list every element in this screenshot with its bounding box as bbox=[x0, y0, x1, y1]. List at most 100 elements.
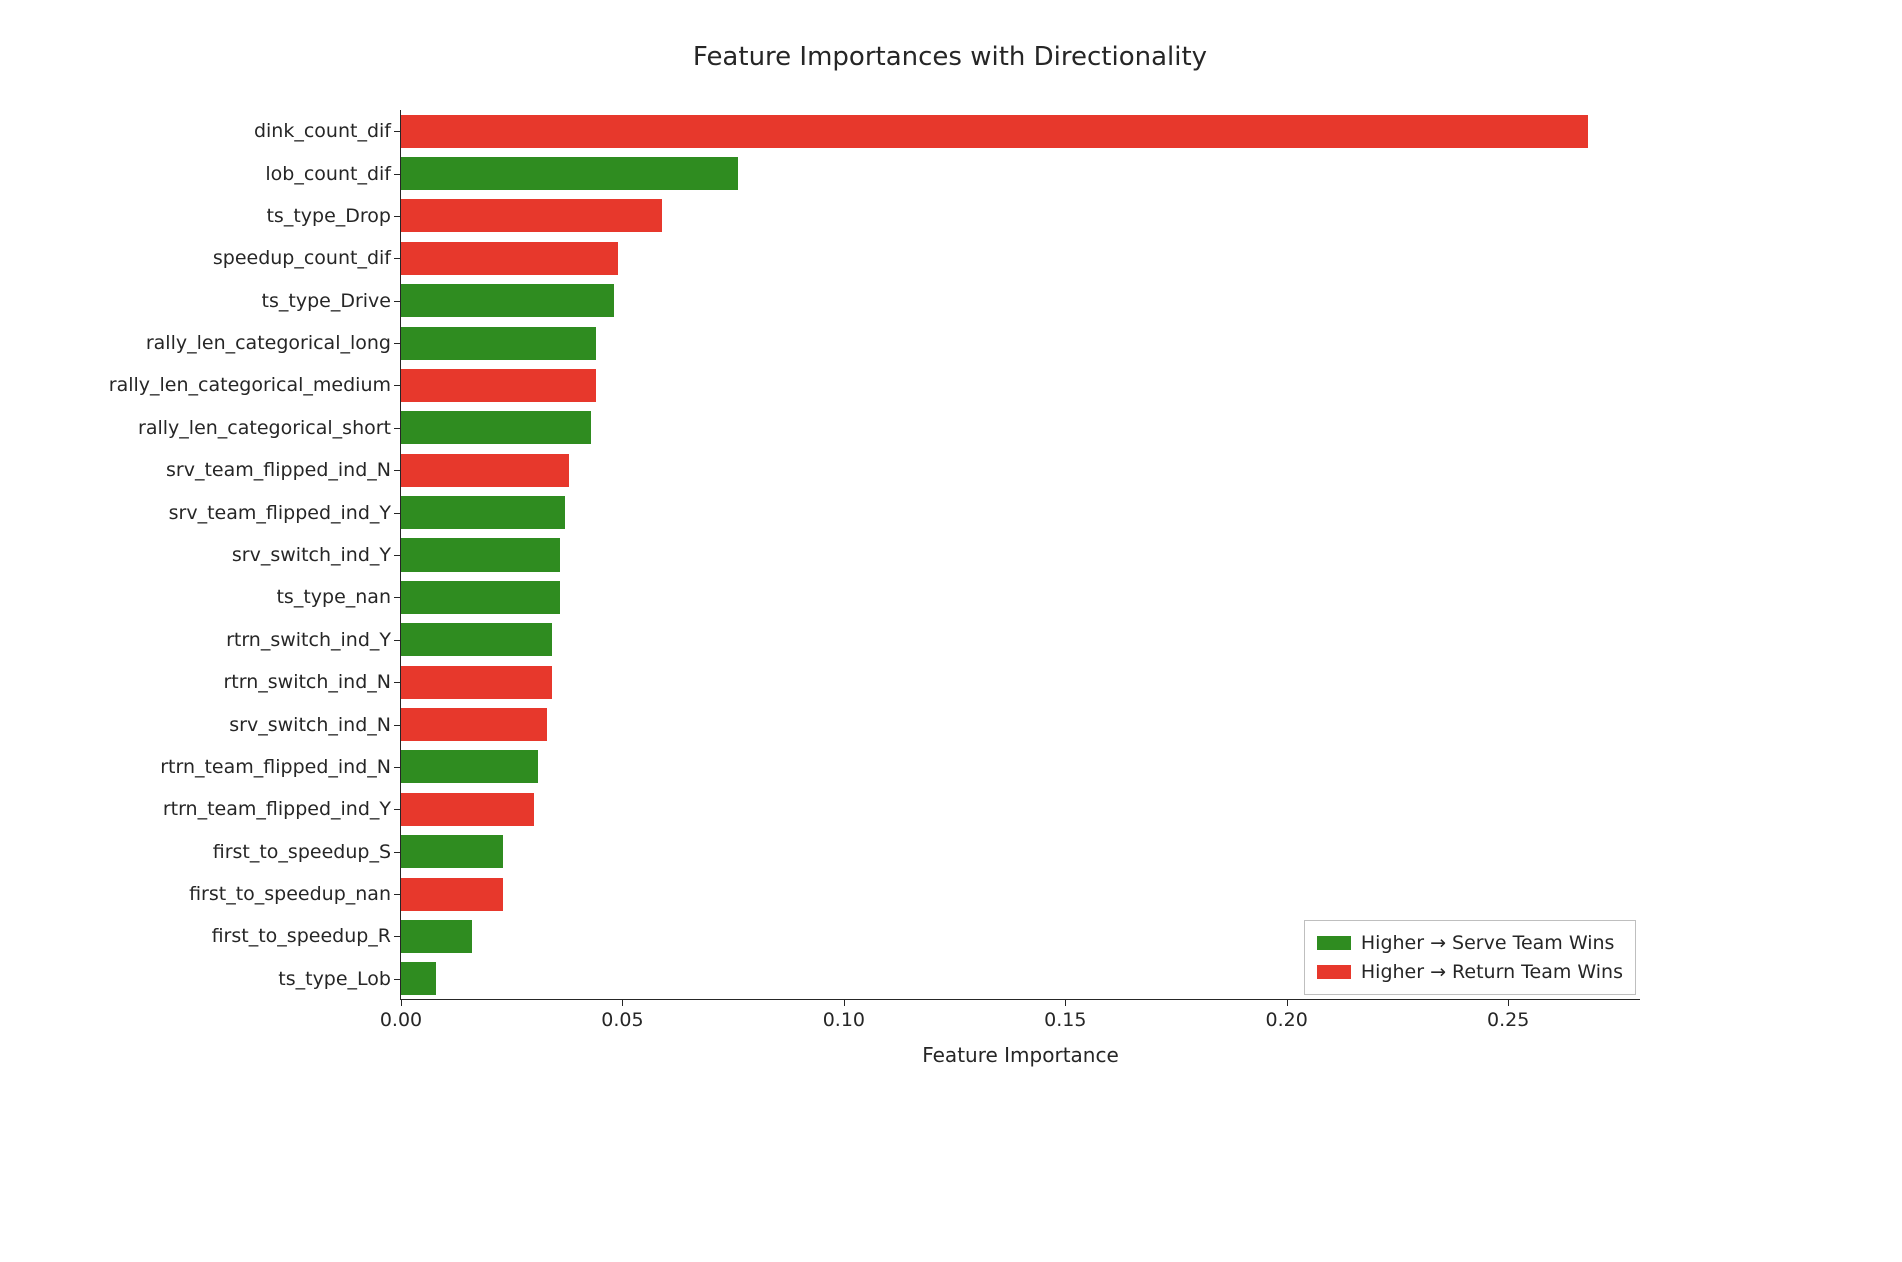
y-tick-label: rtrn_team_flipped_ind_Y bbox=[163, 798, 391, 820]
feature-importance-chart: Feature Importances with Directionality … bbox=[220, 110, 1680, 1110]
legend-label: Higher → Serve Team Wins bbox=[1361, 929, 1615, 958]
bar-row: first_to_speedup_R bbox=[401, 920, 472, 953]
y-tick bbox=[394, 470, 401, 471]
importance-bar bbox=[401, 157, 738, 190]
bar-row: first_to_speedup_S bbox=[401, 835, 503, 868]
y-tick-label: srv_team_flipped_ind_N bbox=[166, 459, 391, 481]
y-tick bbox=[394, 258, 401, 259]
importance-bar bbox=[401, 623, 552, 656]
x-tick bbox=[844, 999, 845, 1006]
y-tick-label: rtrn_switch_ind_N bbox=[223, 671, 391, 693]
y-tick-label: srv_switch_ind_Y bbox=[232, 544, 391, 566]
importance-bar bbox=[401, 242, 618, 275]
y-tick-label: first_to_speedup_S bbox=[213, 841, 391, 863]
bar-row: ts_type_nan bbox=[401, 581, 560, 614]
bar-row: srv_team_flipped_ind_Y bbox=[401, 496, 565, 529]
bar-row: rtrn_team_flipped_ind_Y bbox=[401, 793, 534, 826]
x-tick bbox=[1508, 999, 1509, 1006]
y-tick bbox=[394, 301, 401, 302]
chart-title: Feature Importances with Directionality bbox=[220, 42, 1680, 72]
bar-row: srv_switch_ind_Y bbox=[401, 538, 560, 571]
y-tick bbox=[394, 979, 401, 980]
bar-row: rally_len_categorical_short bbox=[401, 411, 591, 444]
x-tick-label: 0.05 bbox=[601, 1009, 643, 1031]
bar-row: rtrn_switch_ind_Y bbox=[401, 623, 552, 656]
y-tick-label: rtrn_switch_ind_Y bbox=[226, 629, 391, 651]
x-tick-label: 0.20 bbox=[1266, 1009, 1308, 1031]
y-tick bbox=[394, 852, 401, 853]
y-tick bbox=[394, 640, 401, 641]
x-tick bbox=[1065, 999, 1066, 1006]
y-tick bbox=[394, 809, 401, 810]
y-tick-label: lob_count_dif bbox=[265, 163, 391, 185]
x-tick-label: 0.10 bbox=[823, 1009, 865, 1031]
x-tick bbox=[401, 999, 402, 1006]
legend-row: Higher → Return Team Wins bbox=[1317, 958, 1623, 987]
y-tick bbox=[394, 385, 401, 386]
x-tick bbox=[622, 999, 623, 1006]
y-tick-label: dink_count_dif bbox=[254, 120, 391, 142]
plot-area: Feature Importance dink_count_diflob_cou… bbox=[400, 110, 1640, 1000]
importance-bar bbox=[401, 962, 436, 995]
bar-row: first_to_speedup_nan bbox=[401, 878, 503, 911]
y-tick bbox=[394, 597, 401, 598]
legend-swatch bbox=[1317, 936, 1351, 950]
importance-bar bbox=[401, 793, 534, 826]
y-tick-label: speedup_count_dif bbox=[213, 247, 391, 269]
importance-bar bbox=[401, 199, 662, 232]
bar-row: speedup_count_dif bbox=[401, 242, 618, 275]
y-tick bbox=[394, 131, 401, 132]
bar-row: ts_type_Drop bbox=[401, 199, 662, 232]
y-tick-label: ts_type_Drop bbox=[266, 205, 391, 227]
bar-row: ts_type_Lob bbox=[401, 962, 436, 995]
legend-row: Higher → Serve Team Wins bbox=[1317, 929, 1623, 958]
y-tick-label: srv_team_flipped_ind_Y bbox=[169, 502, 391, 524]
importance-bar bbox=[401, 708, 547, 741]
bar-row: rtrn_team_flipped_ind_N bbox=[401, 750, 538, 783]
importance-bar bbox=[401, 454, 569, 487]
y-tick bbox=[394, 428, 401, 429]
y-tick bbox=[394, 343, 401, 344]
y-tick-label: srv_switch_ind_N bbox=[229, 714, 391, 736]
bar-row: srv_switch_ind_N bbox=[401, 708, 547, 741]
x-tick bbox=[1287, 999, 1288, 1006]
importance-bar bbox=[401, 284, 614, 317]
chart-legend: Higher → Serve Team WinsHigher → Return … bbox=[1304, 920, 1636, 995]
bar-row: ts_type_Drive bbox=[401, 284, 614, 317]
y-tick bbox=[394, 682, 401, 683]
bar-row: lob_count_dif bbox=[401, 157, 738, 190]
importance-bar bbox=[401, 538, 560, 571]
importance-bar bbox=[401, 835, 503, 868]
x-tick-label: 0.00 bbox=[380, 1009, 422, 1031]
x-tick-label: 0.15 bbox=[1044, 1009, 1086, 1031]
y-tick bbox=[394, 513, 401, 514]
y-tick-label: rally_len_categorical_medium bbox=[109, 374, 391, 396]
y-tick bbox=[394, 725, 401, 726]
y-tick bbox=[394, 174, 401, 175]
importance-bar bbox=[401, 411, 591, 444]
y-tick-label: rtrn_team_flipped_ind_N bbox=[160, 756, 391, 778]
y-tick-label: first_to_speedup_nan bbox=[189, 883, 391, 905]
legend-swatch bbox=[1317, 965, 1351, 979]
x-axis-label: Feature Importance bbox=[401, 1043, 1640, 1067]
y-tick bbox=[394, 216, 401, 217]
y-tick-label: ts_type_Lob bbox=[278, 968, 391, 990]
bar-row: srv_team_flipped_ind_N bbox=[401, 454, 569, 487]
importance-bar bbox=[401, 920, 472, 953]
bar-row: rally_len_categorical_medium bbox=[401, 369, 596, 402]
importance-bar bbox=[401, 115, 1588, 148]
y-tick-label: ts_type_Drive bbox=[262, 290, 391, 312]
importance-bar bbox=[401, 327, 596, 360]
x-tick-label: 0.25 bbox=[1487, 1009, 1529, 1031]
importance-bar bbox=[401, 750, 538, 783]
y-tick bbox=[394, 894, 401, 895]
legend-label: Higher → Return Team Wins bbox=[1361, 958, 1623, 987]
importance-bar bbox=[401, 369, 596, 402]
y-tick-label: first_to_speedup_R bbox=[212, 925, 391, 947]
bar-row: rtrn_switch_ind_N bbox=[401, 666, 552, 699]
bar-row: rally_len_categorical_long bbox=[401, 327, 596, 360]
y-tick bbox=[394, 936, 401, 937]
bar-row: dink_count_dif bbox=[401, 115, 1588, 148]
y-tick-label: ts_type_nan bbox=[276, 586, 391, 608]
y-tick-label: rally_len_categorical_long bbox=[146, 332, 391, 354]
